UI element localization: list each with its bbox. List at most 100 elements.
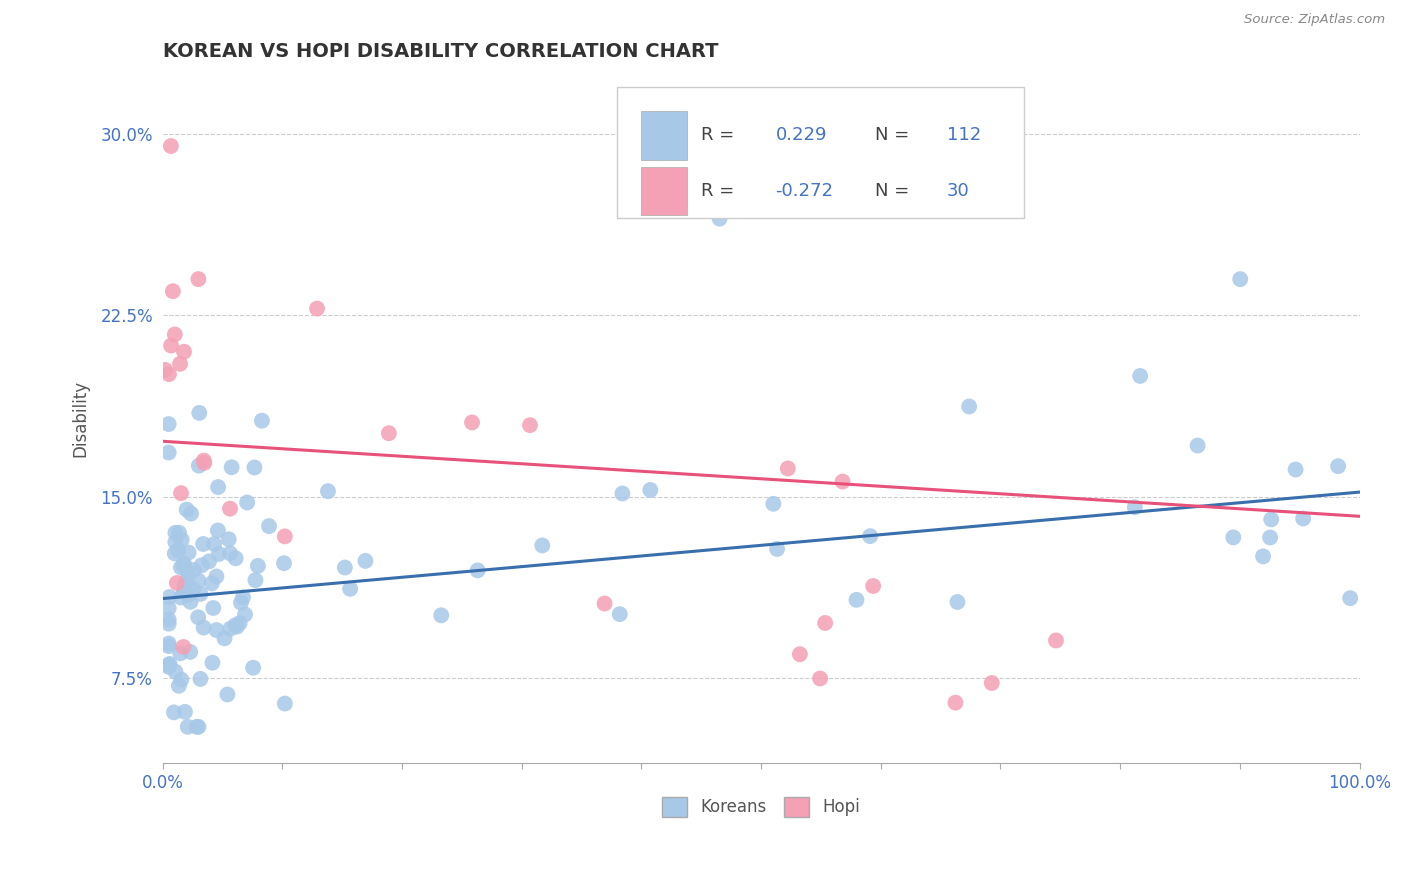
Text: KOREAN VS HOPI DISABILITY CORRELATION CHART: KOREAN VS HOPI DISABILITY CORRELATION CH… [163,42,718,61]
Point [187,720,209,734]
Text: 112: 112 [946,127,981,145]
Point [157,658,180,673]
Point [163,546,186,560]
Point [862,579,884,593]
Point [157,636,180,650]
Point [181,582,204,596]
Point [945,696,967,710]
Point [1260,512,1282,526]
Point [169,646,191,660]
Point [193,621,215,635]
Point [159,657,181,671]
Point [946,595,969,609]
Point [219,501,242,516]
Point [232,591,254,605]
Point [207,524,229,538]
Text: R =: R = [702,127,741,145]
Text: 30: 30 [946,182,969,200]
Text: N =: N = [875,127,915,145]
Point [208,547,231,561]
Point [187,272,209,286]
Point [1292,511,1315,525]
Point [467,563,489,577]
Point [831,475,853,489]
Point [179,645,201,659]
Point [242,661,264,675]
Legend: Koreans, Hopi: Koreans, Hopi [655,790,866,824]
Point [814,615,837,630]
Point [166,576,188,591]
Point [157,639,180,653]
Point [316,484,339,499]
Point [845,592,868,607]
FancyBboxPatch shape [641,167,688,215]
Point [957,400,980,414]
Point [167,679,190,693]
Point [202,601,225,615]
Point [214,632,236,646]
Point [333,560,356,574]
Point [257,519,280,533]
Point [160,338,183,352]
Point [163,706,186,720]
Point [202,537,225,551]
Point [233,607,256,622]
Point [762,497,785,511]
Point [169,357,191,371]
Point [157,445,180,459]
Point [174,705,197,719]
Point [1229,272,1251,286]
Point [173,578,195,592]
Point [170,673,193,687]
Point [198,554,221,568]
Text: N =: N = [875,182,915,200]
Point [157,590,180,604]
Point [170,533,193,547]
Point [1258,531,1281,545]
Point [980,676,1002,690]
Text: Source: ZipAtlas.com: Source: ZipAtlas.com [1244,13,1385,27]
Point [225,619,247,633]
Point [593,597,616,611]
Point [1222,530,1244,544]
Point [170,591,193,605]
Point [187,574,209,588]
Point [160,139,183,153]
Point [186,720,208,734]
Text: -0.272: -0.272 [776,182,834,200]
Point [157,417,180,431]
Point [789,647,811,661]
Point [205,569,228,583]
Point [219,546,242,560]
Point [250,414,273,428]
Point [179,587,201,601]
Point [173,584,195,599]
Point [176,573,198,587]
Point [177,545,200,559]
Point [378,426,401,441]
Point [190,558,212,573]
FancyBboxPatch shape [617,87,1025,219]
Point [609,607,631,622]
Point [1123,500,1146,515]
Point [612,486,634,500]
Point [225,551,247,566]
Point [201,576,224,591]
Point [163,327,186,342]
Point [193,456,215,470]
Point [170,486,193,500]
Point [1284,462,1306,476]
Point [170,560,193,574]
Point [1045,633,1067,648]
Point [1327,459,1350,474]
Point [165,665,187,679]
Point [176,565,198,579]
Point [201,656,224,670]
Point [243,460,266,475]
Y-axis label: Disability: Disability [72,380,89,457]
Point [173,344,195,359]
Point [461,416,484,430]
Point [274,697,297,711]
Point [236,495,259,509]
Point [808,672,831,686]
